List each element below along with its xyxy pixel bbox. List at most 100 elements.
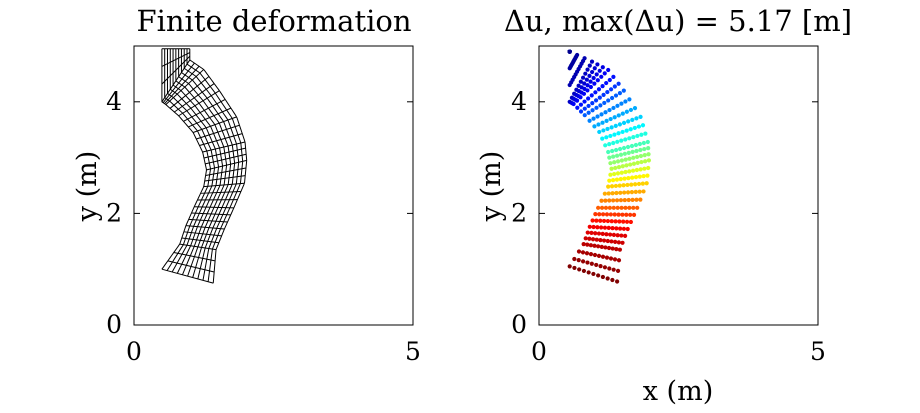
scatter-point (601, 92, 606, 97)
scatter-point (613, 165, 618, 171)
scatter-point (588, 252, 594, 257)
scatter-point (610, 226, 615, 231)
scatter-point (617, 146, 623, 152)
scatter-point (634, 116, 639, 121)
scatter-point (613, 93, 619, 98)
scatter-point (591, 271, 596, 277)
mesh-radial-line (180, 48, 236, 280)
scatter-point (610, 277, 615, 283)
scatter-point (638, 197, 643, 202)
scatter-point (581, 268, 587, 274)
scatter-point (642, 153, 647, 158)
scatter-point (611, 178, 616, 183)
left-panel: Finite deformation 0 5 0 2 4 y (m) (72, 4, 421, 366)
scatter-point (596, 87, 602, 92)
scatter-point (591, 75, 596, 81)
mesh-arc-line (169, 76, 210, 109)
scatter-point (592, 252, 598, 258)
scatter-point (612, 212, 617, 217)
scatter-point (594, 262, 599, 268)
scatter-point (598, 218, 603, 223)
scatter-point (605, 276, 610, 281)
mesh-arc-line (161, 55, 191, 85)
right-y-tick-label: 2 (511, 198, 527, 227)
scatter-point (629, 143, 635, 149)
scatter-point (630, 149, 635, 155)
scatter-point (587, 118, 592, 123)
scatter-point (642, 166, 647, 171)
scatter-point (587, 63, 592, 68)
scatter-point (609, 125, 614, 130)
scatter-point (611, 198, 616, 203)
scatter-point (641, 174, 646, 179)
scatter-point (611, 232, 617, 238)
scatter-point (626, 150, 631, 155)
scatter-point (623, 99, 628, 104)
scatter-point (600, 65, 605, 70)
scatter-point (602, 71, 607, 76)
mesh-arc-line (161, 59, 191, 103)
scatter-point (619, 233, 624, 238)
scatter-point (588, 79, 593, 84)
scatter-point (646, 146, 651, 151)
scatter-point (614, 198, 620, 203)
scatter-point (615, 139, 620, 144)
scatter-point (622, 176, 627, 181)
scatter-point (595, 114, 600, 119)
scatter-point (616, 258, 622, 263)
scatter-point (585, 67, 590, 72)
scatter-point (589, 59, 595, 64)
scatter-point (603, 245, 608, 250)
scatter-point (615, 268, 621, 273)
scatter-point (594, 218, 599, 223)
left-wireframe-mesh (161, 48, 248, 284)
scatter-point (610, 246, 615, 251)
scatter-point (624, 163, 629, 168)
scatter-point (593, 90, 598, 95)
scatter-point (612, 115, 617, 120)
scatter-point (624, 128, 629, 133)
scatter-point (597, 212, 602, 217)
scatter-point (646, 158, 652, 163)
scatter-point (600, 274, 605, 280)
scatter-point (618, 177, 623, 182)
scatter-point (616, 113, 621, 118)
scatter-point (586, 270, 591, 275)
scatter-point (640, 123, 646, 128)
scatter-point (633, 142, 639, 148)
scatter-point (608, 133, 613, 139)
scatter-point (578, 102, 584, 107)
right-y-axis-label: y (m) (476, 151, 507, 223)
scatter-point (620, 129, 625, 135)
scatter-point (609, 95, 615, 101)
scatter-point (604, 80, 609, 86)
scatter-point (599, 225, 604, 230)
mesh-arc-line (194, 206, 234, 209)
scatter-point (584, 77, 589, 82)
scatter-point (612, 160, 617, 165)
scatter-point (635, 133, 640, 139)
scatter-point (608, 212, 613, 217)
scatter-point (625, 226, 630, 232)
scatter-point (623, 169, 628, 175)
left-x-tick-label: 0 (126, 337, 142, 366)
right-y-tick-label: 4 (511, 87, 527, 116)
scatter-point (583, 71, 588, 76)
scatter-point (643, 131, 648, 136)
mesh-radial-line (169, 48, 219, 274)
scatter-point (594, 72, 599, 77)
scatter-point (596, 205, 601, 210)
scatter-point (618, 198, 624, 203)
scatter-point (596, 273, 601, 278)
scatter-point (606, 225, 611, 231)
scatter-point (601, 218, 607, 224)
scatter-point (612, 257, 618, 262)
scatter-point (605, 126, 610, 132)
mesh-arc-line (202, 141, 246, 153)
scatter-point (625, 144, 631, 150)
scatter-point (572, 256, 577, 262)
scatter-point (608, 256, 614, 261)
scatter-point (633, 189, 638, 194)
scatter-point (602, 100, 607, 106)
